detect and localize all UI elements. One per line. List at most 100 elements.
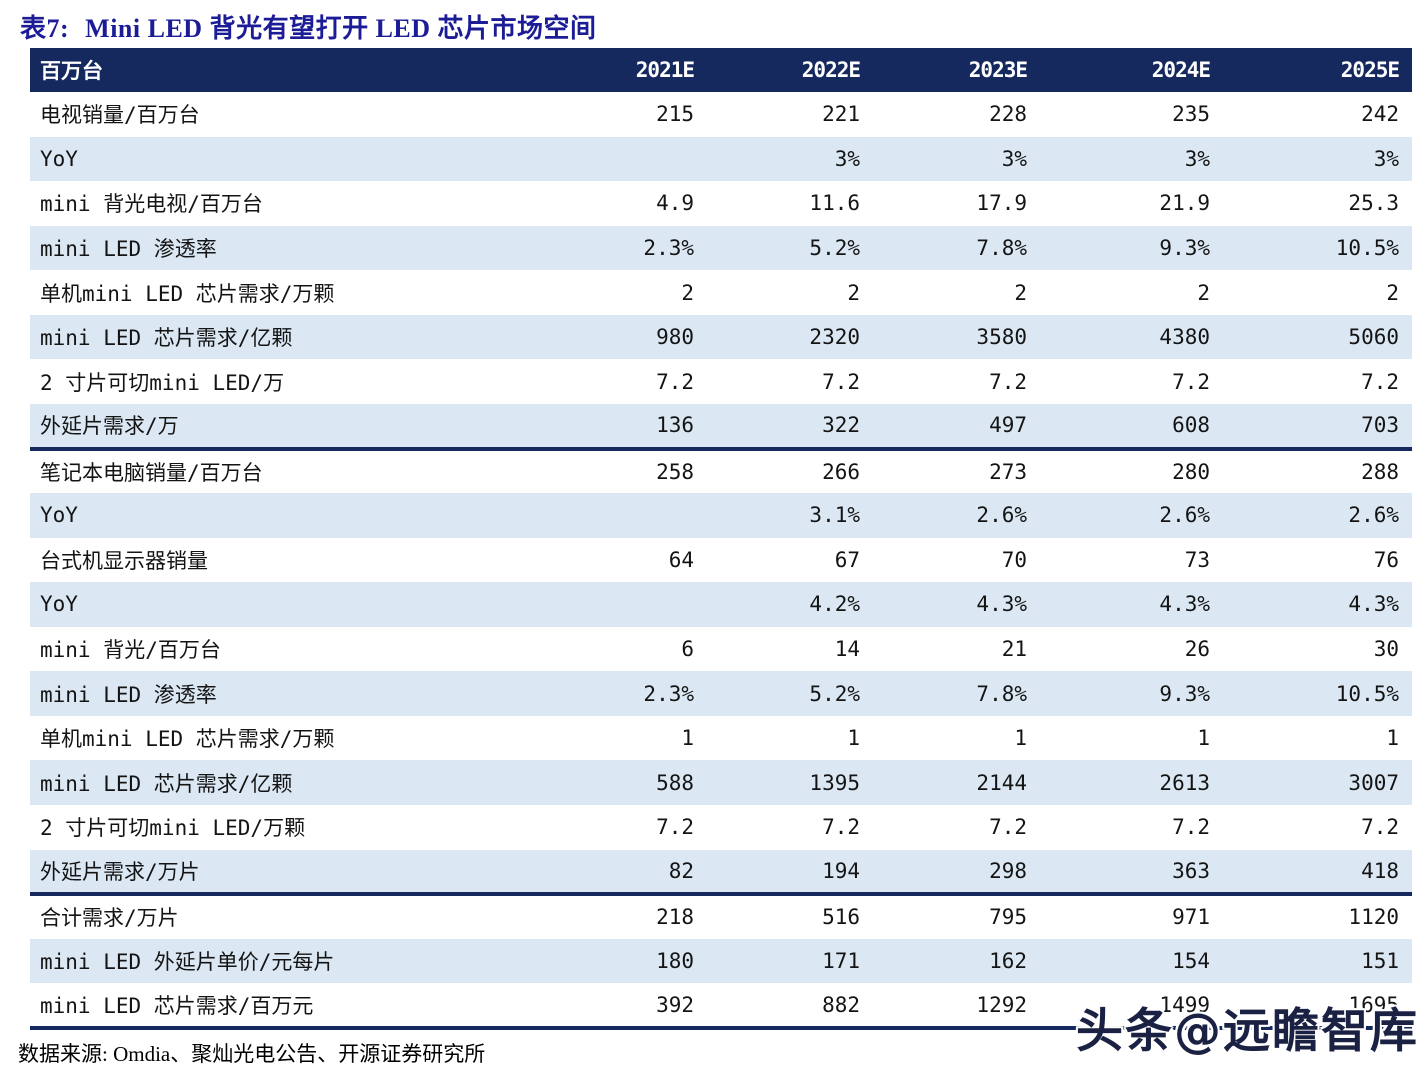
table-cell: 2613 (1159, 770, 1210, 795)
table-cell: 221 (822, 102, 860, 127)
table-cell: 9.3% (1159, 681, 1210, 706)
row-label: 合计需求/万片 (40, 906, 179, 931)
row-label: mini LED 芯片需求/亿颗 (40, 326, 293, 351)
table-cell: 1 (681, 726, 694, 751)
table-cell: 497 (989, 413, 1027, 438)
table-cell: 7.2 (1172, 369, 1210, 394)
table-row: YoY 4.2% 4.3% 4.3% 4.3% (30, 582, 1412, 627)
table-cell: 1499 (1159, 992, 1210, 1017)
table-cell: 2.6% (1159, 503, 1210, 528)
table-cell: 25.3 (1348, 191, 1399, 216)
table-cell: 2 (1386, 280, 1399, 305)
table-cell: 21 (1001, 637, 1027, 662)
table-cell: 4.9 (656, 191, 694, 216)
table-row: 笔记本电脑销量/百万台 258 266 273 280 288 (30, 448, 1412, 494)
row-label: mini LED 渗透率 (40, 682, 217, 707)
table-cell: 3% (834, 146, 860, 171)
table-body: 电视销量/百万台 215 221 228 235 242 YoY 3% 3% 3… (30, 92, 1412, 1028)
table-cell: 7.8% (976, 681, 1027, 706)
table-cell: 980 (656, 325, 694, 350)
table-cell: 10.5% (1335, 235, 1399, 260)
table-cell: 2144 (976, 770, 1027, 795)
table-cell: 82 (668, 858, 694, 883)
table-row: 2 寸片可切mini LED/万 7.2 7.2 7.2 7.2 7.2 (30, 359, 1412, 404)
table-row: 台式机显示器销量 64 67 70 73 76 (30, 537, 1412, 583)
table-cell: 76 (1373, 547, 1399, 572)
header-year-2024e: 2024E (1040, 48, 1223, 92)
table-row: mini LED 外延片单价/元每片 180 171 162 154 151 (30, 938, 1412, 984)
table-cell: 1695 (1348, 992, 1399, 1017)
table-cell: 5.2% (809, 235, 860, 260)
row-label: 电视销量/百万台 (40, 103, 200, 128)
table-cell: 2.6% (1348, 503, 1399, 528)
table-cell: 17.9 (976, 191, 1027, 216)
table-cell: 1292 (976, 992, 1027, 1017)
table-cell: 21.9 (1159, 191, 1210, 216)
table-cell: 2320 (809, 325, 860, 350)
table-cell: 882 (822, 992, 860, 1017)
header-year-2022e: 2022E (707, 48, 873, 92)
table-cell: 7.8% (976, 235, 1027, 260)
row-label: 台式机显示器销量 (40, 548, 208, 573)
table-row: mini LED 芯片需求/亿颗 980 2320 3580 4380 5060 (30, 314, 1412, 360)
table-cell: 516 (822, 905, 860, 930)
table-cell: 3580 (976, 325, 1027, 350)
table-cell: 588 (656, 770, 694, 795)
table-cell: 1 (1386, 726, 1399, 751)
table-cell: 73 (1184, 547, 1210, 572)
table-cell: 298 (989, 858, 1027, 883)
table-cell: 363 (1172, 858, 1210, 883)
table-title: 表7: Mini LED 背光有望打开 LED 芯片市场空间 (20, 8, 597, 45)
table-cell: 3% (1373, 146, 1399, 171)
table-cell: 4.3% (1348, 592, 1399, 617)
row-label: mini 背光/百万台 (40, 638, 221, 663)
row-label: 2 寸片可切mini LED/万颗 (40, 816, 306, 841)
table-cell: 136 (656, 413, 694, 438)
table-cell: 258 (656, 459, 694, 484)
table-cell: 4.3% (1159, 592, 1210, 617)
table-cell: 14 (834, 637, 860, 662)
table-cell: 218 (656, 905, 694, 930)
table-cell: 70 (1001, 547, 1027, 572)
table-row: 单机mini LED 芯片需求/万颗 2 2 2 2 2 (30, 270, 1412, 315)
table-cell: 2.3% (643, 681, 694, 706)
table-cell (539, 582, 707, 627)
table-cell: 1120 (1348, 905, 1399, 930)
table-row: mini LED 芯片需求/百万元 392 882 1292 1499 1695 (30, 983, 1412, 1028)
watermark: 头条@远瞻智库 (1076, 1004, 1419, 1059)
table-cell: 795 (989, 905, 1027, 930)
table-cell: 266 (822, 459, 860, 484)
row-label: mini LED 芯片需求/百万元 (40, 993, 314, 1018)
table-cell: 971 (1172, 905, 1210, 930)
table-cell: 4380 (1159, 325, 1210, 350)
table-row: 2 寸片可切mini LED/万颗 7.2 7.2 7.2 7.2 7.2 (30, 805, 1412, 850)
table-cell: 180 (656, 948, 694, 973)
table-cell: 215 (656, 102, 694, 127)
table-cell: 5.2% (809, 681, 860, 706)
table-cell: 7.2 (1361, 369, 1399, 394)
table-cell: 67 (834, 547, 860, 572)
table-cell: 64 (668, 547, 694, 572)
table-cell: 7.2 (989, 369, 1027, 394)
table-cell: 235 (1172, 102, 1210, 127)
table-cell: 154 (1172, 948, 1210, 973)
row-label: 单机mini LED 芯片需求/万颗 (40, 727, 335, 752)
table-cell: 4.2% (809, 592, 860, 617)
table-row: 单机mini LED 芯片需求/万颗 1 1 1 1 1 (30, 715, 1412, 761)
table-cell: 7.2 (822, 369, 860, 394)
header-year-2025e: 2025E (1223, 48, 1412, 92)
data-source-note: 数据来源: Omdia、聚灿光电公告、开源证券研究所 (18, 1042, 486, 1066)
table-row: mini LED 芯片需求/亿颗 588 1395 2144 2613 3007 (30, 760, 1412, 805)
row-label: mini LED 渗透率 (40, 236, 217, 261)
header-unit-cell: 百万台 (30, 48, 539, 92)
table-row: 外延片需求/万片 82 194 298 363 418 (30, 849, 1412, 895)
table-cell: 2 (847, 280, 860, 305)
table-cell: 2.3% (643, 235, 694, 260)
table-row: mini LED 渗透率 2.3% 5.2% 7.8% 9.3% 10.5% (30, 225, 1412, 271)
table-cell: 7.2 (989, 815, 1027, 840)
table-cell: 7.2 (656, 815, 694, 840)
table-cell: 280 (1172, 459, 1210, 484)
table-cell: 26 (1184, 637, 1210, 662)
table-cell: 3007 (1348, 770, 1399, 795)
